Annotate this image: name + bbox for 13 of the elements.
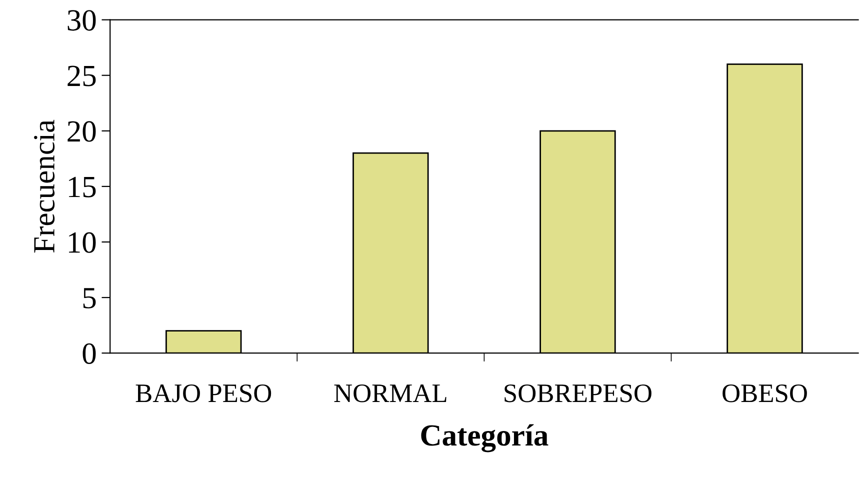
x-tick-label: SOBREPESO	[504, 384, 652, 402]
x-tick-label: NORMAL	[334, 384, 446, 402]
y-tick-label: 0	[82, 343, 96, 364]
y-axis-title: Frecuencia	[34, 120, 55, 253]
y-tick-label: 25	[68, 66, 96, 86]
x-tick-label: BAJO PESO	[136, 384, 272, 402]
y-tick-label: 20	[68, 121, 96, 142]
y-tick-label: 30	[68, 10, 96, 31]
y-tick-label: 5	[83, 288, 96, 308]
x-tick-label: OBESO	[722, 384, 807, 402]
y-tick-label: 15	[69, 176, 96, 198]
x-axis-title: Categoría	[421, 424, 548, 452]
y-tick-label: 10	[69, 232, 96, 253]
